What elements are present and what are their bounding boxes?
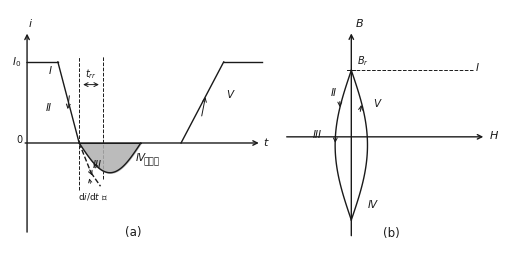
Text: III: III [92, 160, 101, 170]
Text: $I_0$: $I_0$ [12, 55, 21, 69]
Text: II: II [331, 88, 337, 98]
Text: 0: 0 [16, 135, 22, 145]
Text: (b): (b) [383, 227, 400, 240]
Text: V: V [373, 99, 380, 109]
Text: (a): (a) [125, 226, 142, 239]
Text: V: V [226, 91, 233, 100]
Text: $t_{rr}$: $t_{rr}$ [85, 68, 97, 81]
Text: $H$: $H$ [489, 129, 499, 141]
Text: $B$: $B$ [355, 17, 365, 29]
Text: $B_r$: $B_r$ [357, 54, 369, 68]
Text: $i$: $i$ [28, 17, 33, 29]
Text: I: I [475, 64, 478, 73]
Text: IV: IV [368, 199, 378, 210]
Text: IV: IV [136, 153, 146, 163]
Text: I: I [49, 66, 52, 76]
Text: III: III [313, 130, 322, 140]
Text: d$i$/d$t$ 高: d$i$/d$t$ 高 [79, 191, 108, 202]
Text: $t$: $t$ [263, 136, 270, 148]
Text: II: II [46, 103, 51, 113]
Text: 软恢复: 软恢复 [143, 158, 159, 167]
